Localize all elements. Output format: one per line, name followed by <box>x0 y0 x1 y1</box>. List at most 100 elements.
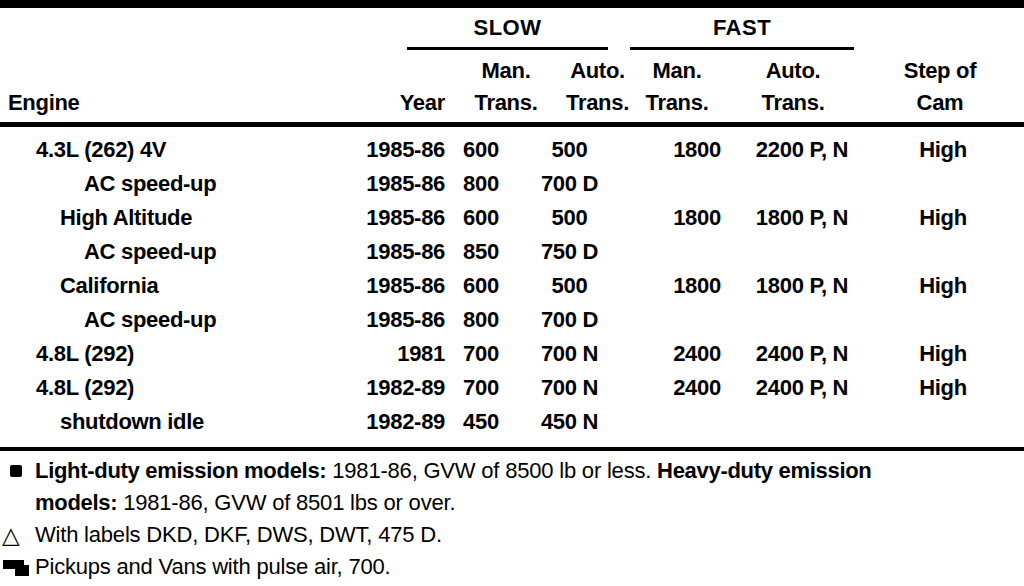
slow-auto-trans-cell: 700 N <box>517 337 622 371</box>
year-cell: 1985-86 <box>330 269 445 303</box>
step-of-cam-column-header: Step of Cam <box>859 55 1021 122</box>
table-row: 4.8L (292) 1982-89 700 700 N 2400 2400 P… <box>0 371 1024 405</box>
fast-auto-trans-cell: 2200 P, N <box>742 133 862 167</box>
fast-auto-trans-column-header: Auto. Trans. <box>733 55 853 122</box>
engine-cell: 4.3L (262) 4V <box>0 133 330 167</box>
group-header-spacer-right <box>862 8 1024 47</box>
fast-auto-line2: Trans. <box>733 87 853 119</box>
footnote: With labels DKD, DKF, DWS, DWT, 475 D. <box>0 519 1024 551</box>
fast-man-trans-cell <box>637 235 757 269</box>
slow-man-trans-cell: 800 <box>445 303 517 337</box>
engine-cell: AC speed-up <box>0 303 330 337</box>
footnote: Pickups and Vans with pulse air, 700. <box>0 551 1024 583</box>
engine-cell: 4.8L (292) <box>0 371 330 405</box>
fast-man-line2: Trans. <box>617 87 737 119</box>
fast-auto-trans-cell <box>742 405 862 439</box>
table-row: California 1985-86 600 500 1800 1800 P, … <box>0 269 1024 303</box>
slow-man-trans-cell: 450 <box>445 405 517 439</box>
footnotes: Light-duty emission models: 1981-86, GVW… <box>0 451 1024 583</box>
year-cell: 1982-89 <box>330 405 445 439</box>
fast-auto-trans-cell: 1800 P, N <box>742 269 862 303</box>
footnote-text: Light-duty emission models: 1981-86, GVW… <box>35 458 871 515</box>
step-of-cam-cell: High <box>862 201 1024 235</box>
table-row: shutdown idle 1982-89 450 450 N <box>0 405 1024 439</box>
footnote-text: Pickups and Vans with pulse air, 700. <box>35 554 390 579</box>
year-cell: 1985-86 <box>330 303 445 337</box>
slow-man-line2: Trans. <box>470 87 542 119</box>
table-row: AC speed-up 1985-86 800 700 D <box>0 303 1024 337</box>
step-of-cam-cell: High <box>862 337 1024 371</box>
fast-man-trans-cell: 1800 <box>637 201 757 235</box>
engine-cell: 4.8L (292) <box>0 337 330 371</box>
step-of-cam-cell: High <box>862 133 1024 167</box>
fast-auto-trans-cell <box>742 167 862 201</box>
year-cell: 1985-86 <box>330 167 445 201</box>
step-of-cam-cell: High <box>862 269 1024 303</box>
slow-auto-trans-cell: 450 N <box>517 405 622 439</box>
slow-auto-trans-cell: 750 D <box>517 235 622 269</box>
double-square-icon <box>0 551 34 583</box>
year-cell: 1981 <box>330 337 445 371</box>
slow-auto-trans-cell: 700 D <box>517 303 622 337</box>
slow-auto-trans-cell: 700 N <box>517 371 622 405</box>
fast-auto-trans-cell <box>742 235 862 269</box>
square-bullet-icon <box>0 455 34 487</box>
scanned-spec-table-page: SLOW FAST Engine Year Man. Trans. Auto. … <box>0 0 1024 586</box>
fast-man-trans-cell <box>637 405 757 439</box>
fast-man-trans-cell: 2400 <box>637 337 757 371</box>
slow-man-trans-cell: 600 <box>445 133 517 167</box>
cam-line2: Cam <box>859 87 1021 119</box>
fast-man-trans-column-header: Man. Trans. <box>617 55 737 122</box>
slow-auto-trans-cell: 700 D <box>517 167 622 201</box>
step-of-cam-cell <box>862 167 1024 201</box>
table-column-header: Engine Year Man. Trans. Auto. Trans. Man… <box>0 47 1024 122</box>
table-row: 4.3L (262) 4V 1985-86 600 500 1800 2200 … <box>0 133 1024 167</box>
year-cell: 1982-89 <box>330 371 445 405</box>
top-rule <box>0 0 1024 8</box>
slow-auto-trans-cell: 500 <box>517 201 622 235</box>
fast-auto-trans-cell: 1800 P, N <box>742 201 862 235</box>
fast-group-underline: FAST <box>630 8 854 50</box>
slow-man-trans-cell: 800 <box>445 167 517 201</box>
step-of-cam-cell <box>862 235 1024 269</box>
slow-auto-trans-cell: 500 <box>517 269 622 303</box>
slow-man-line1: Man. <box>470 55 542 87</box>
slow-man-trans-cell: 700 <box>445 337 517 371</box>
fast-auto-trans-cell <box>742 303 862 337</box>
footnote: Light-duty emission models: 1981-86, GVW… <box>0 455 1024 519</box>
slow-group-underline: SLOW <box>407 8 608 50</box>
fast-man-trans-cell <box>637 303 757 337</box>
engine-cell: shutdown idle <box>0 405 330 439</box>
engine-cell: California <box>0 269 330 303</box>
engine-cell: High Altitude <box>0 201 330 235</box>
slow-group-label: SLOW <box>474 15 542 41</box>
fast-auto-trans-cell: 2400 P, N <box>742 371 862 405</box>
group-header-spacer-left <box>0 8 445 47</box>
slow-auto-trans-cell: 500 <box>517 133 622 167</box>
table-row: AC speed-up 1985-86 800 700 D <box>0 167 1024 201</box>
slow-man-trans-cell: 600 <box>445 201 517 235</box>
engine-cell: AC speed-up <box>0 167 330 201</box>
triangle-icon <box>0 519 34 551</box>
fast-man-trans-cell <box>637 167 757 201</box>
table-group-header: SLOW FAST <box>0 8 1024 47</box>
year-cell: 1985-86 <box>330 201 445 235</box>
step-of-cam-cell <box>862 405 1024 439</box>
footnote-text: With labels DKD, DKF, DWS, DWT, 475 D. <box>35 522 442 547</box>
fast-group-header: FAST <box>622 8 862 47</box>
slow-man-trans-cell: 600 <box>445 269 517 303</box>
fast-auto-trans-cell: 2400 P, N <box>742 337 862 371</box>
fast-man-trans-cell: 1800 <box>637 269 757 303</box>
step-of-cam-cell: High <box>862 371 1024 405</box>
slow-man-trans-column-header: Man. Trans. <box>470 55 542 122</box>
fast-auto-line1: Auto. <box>733 55 853 87</box>
year-cell: 1985-86 <box>330 133 445 167</box>
step-of-cam-cell <box>862 303 1024 337</box>
table-row: 4.8L (292) 1981 700 700 N 2400 2400 P, N… <box>0 337 1024 371</box>
table-row: High Altitude 1985-86 600 500 1800 1800 … <box>0 201 1024 235</box>
year-column-header: Year <box>330 87 445 122</box>
cam-line1: Step of <box>859 55 1021 87</box>
fast-group-label: FAST <box>713 15 771 41</box>
slow-man-trans-cell: 850 <box>445 235 517 269</box>
slow-group-header: SLOW <box>445 8 622 47</box>
